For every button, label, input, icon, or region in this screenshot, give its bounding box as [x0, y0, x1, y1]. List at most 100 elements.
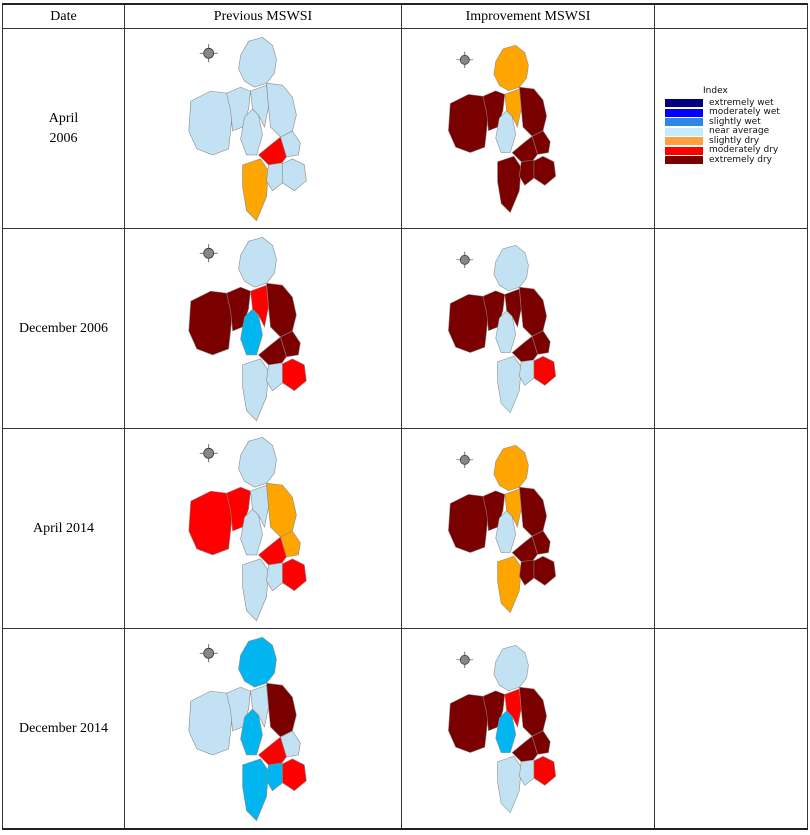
- map-region: [531, 755, 557, 786]
- drought-index-map: [448, 244, 557, 414]
- header-previous-mswsi: Previous MSWSI: [124, 3, 402, 29]
- map-region: [238, 37, 277, 88]
- map-region: [266, 562, 283, 592]
- map-region: [504, 288, 522, 328]
- empty-cell: [654, 628, 808, 830]
- map-region: [497, 555, 522, 614]
- compass-rose-icon: [456, 251, 473, 269]
- legend-item: near average: [665, 126, 780, 137]
- map-region: [188, 290, 233, 356]
- map-region: [519, 759, 535, 786]
- legend-item: moderately wet: [665, 107, 780, 118]
- legend-label: moderately wet: [709, 107, 780, 117]
- legend-item: moderately dry: [665, 145, 780, 156]
- empty-cell: [654, 228, 808, 429]
- header-improvement-mswsi: Improvement MSWSI: [401, 3, 655, 29]
- map-region: [250, 284, 269, 328]
- legend: Index extremely wet moderately wet slightl…: [665, 86, 780, 166]
- map-region: [519, 686, 547, 737]
- map-region: [504, 488, 522, 528]
- legend-item: extremely dry: [665, 155, 780, 166]
- map-region: [188, 90, 233, 156]
- results-table: Date Previous MSWSI Improvement MSWSI Ap…: [2, 3, 808, 830]
- header-date: Date: [2, 3, 125, 29]
- map-region: [266, 682, 297, 738]
- map-region: [493, 44, 529, 92]
- header-row: Date Previous MSWSI Improvement MSWSI: [2, 3, 808, 29]
- map-region: [242, 358, 269, 422]
- date-cell: April 2006: [2, 28, 125, 229]
- drought-index-map: [188, 437, 307, 622]
- map-region: [531, 355, 557, 386]
- legend-item: slightly wet: [665, 117, 780, 128]
- map-region: [250, 484, 269, 528]
- empty-cell: [654, 428, 808, 629]
- date-cell: December 2006: [2, 228, 125, 429]
- compass-rose-icon: [199, 244, 218, 263]
- map-region: [493, 444, 529, 492]
- header-legend: [654, 3, 808, 29]
- date-cell: December 2014: [2, 628, 125, 830]
- map-region: [242, 758, 269, 822]
- drought-index-map: [188, 637, 307, 822]
- map-region: [448, 694, 489, 753]
- drought-index-map: [188, 237, 307, 422]
- map-region: [519, 286, 547, 337]
- legend-item: extremely wet: [665, 97, 780, 109]
- date-cell: April 2014: [2, 428, 125, 629]
- compass-rose-icon: [456, 451, 473, 469]
- legend-swatch: [665, 99, 703, 108]
- compass-rose-icon: [456, 51, 473, 69]
- previous-map-cell: [124, 28, 402, 229]
- map-region: [242, 558, 269, 622]
- table-row: April 2006 Index extremely wet moderately…: [2, 28, 808, 229]
- legend-item: slightly dry: [665, 135, 780, 147]
- legend-swatch: [665, 137, 703, 146]
- drought-index-map: [188, 37, 307, 222]
- legend-label: extremely wet: [709, 97, 774, 108]
- drought-index-map: [448, 644, 557, 814]
- improvement-map-cell: [401, 28, 655, 229]
- improvement-map-cell: [401, 428, 655, 629]
- legend-swatch: [665, 146, 703, 155]
- map-region: [188, 490, 233, 556]
- table-row: April 2014: [2, 428, 808, 629]
- map-region: [238, 237, 277, 288]
- map-region: [242, 158, 269, 222]
- map-region: [497, 155, 522, 214]
- legend-swatch: [665, 156, 703, 165]
- compass-rose-icon: [199, 444, 218, 463]
- map-region: [280, 758, 307, 792]
- map-region: [519, 159, 535, 186]
- map-region: [280, 158, 307, 192]
- map-region: [280, 558, 307, 592]
- compass-rose-icon: [456, 651, 473, 669]
- map-region: [519, 486, 547, 537]
- map-region: [266, 362, 283, 392]
- improvement-map-cell: [401, 628, 655, 830]
- map-region: [448, 494, 489, 553]
- map-region: [531, 555, 557, 586]
- map-region: [250, 84, 269, 128]
- map-region: [519, 86, 547, 137]
- previous-map-cell: [124, 228, 402, 429]
- map-region: [280, 358, 307, 392]
- legend-label: moderately dry: [709, 145, 779, 155]
- legend-swatch: [665, 118, 703, 127]
- compass-rose-icon: [199, 644, 218, 663]
- map-region: [497, 755, 522, 814]
- legend-title: Index: [703, 86, 728, 96]
- map-region: [497, 355, 522, 414]
- map-region: [250, 684, 269, 728]
- drought-index-map: [448, 44, 557, 214]
- map-region: [519, 559, 535, 586]
- map-region: [448, 94, 489, 153]
- legend-label: slightly dry: [709, 135, 760, 146]
- previous-map-cell: [124, 628, 402, 830]
- table-row: December 2006: [2, 228, 808, 429]
- drought-index-map: [448, 444, 557, 614]
- map-region: [504, 688, 522, 728]
- map-region: [188, 690, 233, 756]
- map-region: [266, 282, 297, 338]
- legend-label: near average: [709, 126, 770, 136]
